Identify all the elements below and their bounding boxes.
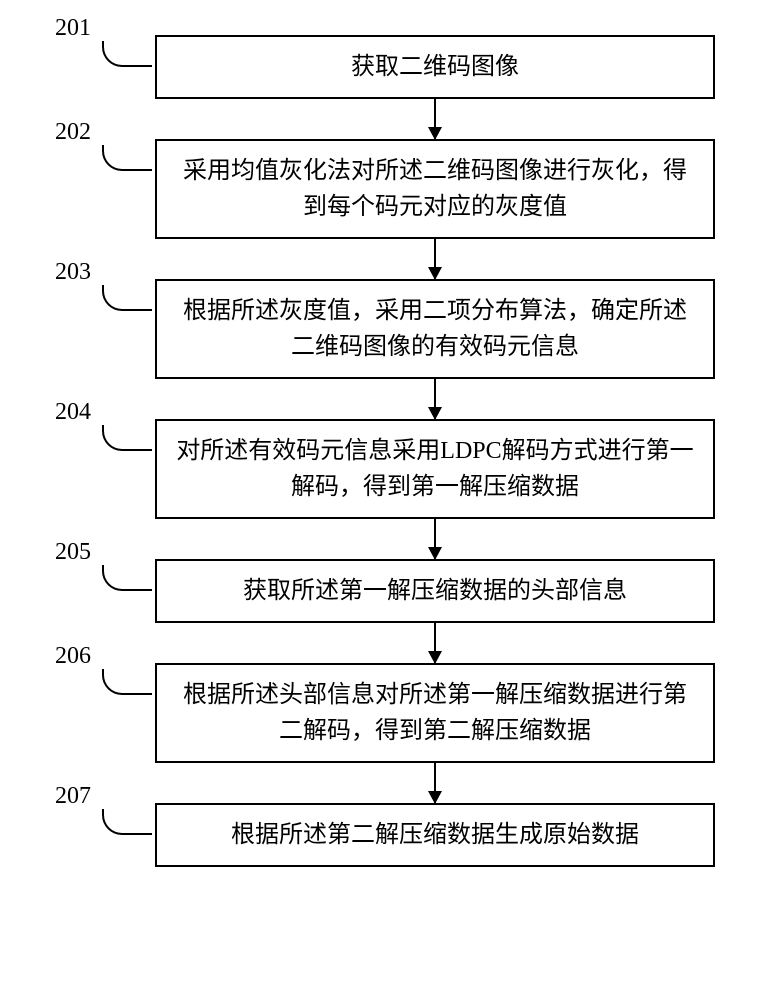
step-box: 根据所述头部信息对所述第一解压缩数据进行第二解码，得到第二解压缩数据 — [155, 663, 715, 763]
flow-step: 201 获取二维码图像 — [60, 35, 730, 99]
flow-step: 204 对所述有效码元信息采用LDPC解码方式进行第一解码，得到第一解压缩数据 — [60, 419, 730, 519]
flow-step: 203 根据所述灰度值，采用二项分布算法，确定所述二维码图像的有效码元信息 — [60, 279, 730, 379]
step-number: 205 — [55, 539, 91, 566]
step-number: 204 — [55, 399, 91, 426]
flow-step: 206 根据所述头部信息对所述第一解压缩数据进行第二解码，得到第二解压缩数据 — [60, 663, 730, 763]
label-connector — [102, 809, 152, 835]
step-box: 获取所述第一解压缩数据的头部信息 — [155, 559, 715, 623]
arrow-down — [155, 519, 715, 559]
arrow-down — [155, 379, 715, 419]
flow-step: 202 采用均值灰化法对所述二维码图像进行灰化，得到每个码元对应的灰度值 — [60, 139, 730, 239]
label-connector — [102, 425, 152, 451]
step-number: 206 — [55, 643, 91, 670]
step-box: 获取二维码图像 — [155, 35, 715, 99]
arrow-down — [155, 763, 715, 803]
step-number: 201 — [55, 15, 91, 42]
arrow-down — [155, 623, 715, 663]
step-box: 根据所述灰度值，采用二项分布算法，确定所述二维码图像的有效码元信息 — [155, 279, 715, 379]
label-connector — [102, 285, 152, 311]
label-connector — [102, 145, 152, 171]
label-connector — [102, 565, 152, 591]
flowchart-container: 201 获取二维码图像 202 采用均值灰化法对所述二维码图像进行灰化，得到每个… — [60, 35, 730, 867]
step-box: 根据所述第二解压缩数据生成原始数据 — [155, 803, 715, 867]
step-box: 对所述有效码元信息采用LDPC解码方式进行第一解码，得到第一解压缩数据 — [155, 419, 715, 519]
step-box: 采用均值灰化法对所述二维码图像进行灰化，得到每个码元对应的灰度值 — [155, 139, 715, 239]
label-connector — [102, 41, 152, 67]
step-number: 202 — [55, 119, 91, 146]
step-number: 207 — [55, 783, 91, 810]
arrow-down — [155, 99, 715, 139]
flow-step: 207 根据所述第二解压缩数据生成原始数据 — [60, 803, 730, 867]
label-connector — [102, 669, 152, 695]
arrow-down — [155, 239, 715, 279]
step-number: 203 — [55, 259, 91, 286]
flow-step: 205 获取所述第一解压缩数据的头部信息 — [60, 559, 730, 623]
